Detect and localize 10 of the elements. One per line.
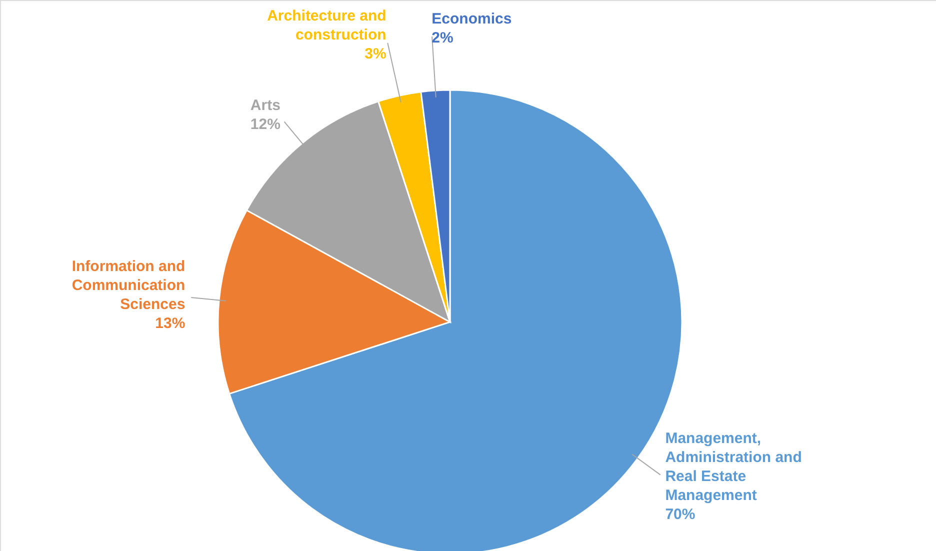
slice-label: Economics	[432, 10, 512, 28]
slice-label: Architecture and construction	[267, 8, 386, 44]
slice-label: Management, Administration and Real Estate Management	[665, 430, 802, 504]
slice-label: Arts	[250, 97, 280, 114]
data-label: 70%	[665, 506, 696, 523]
data-label: 3%	[364, 46, 386, 63]
data-label: 13%	[155, 314, 186, 332]
data-label: 2%	[432, 30, 454, 47]
data-label: 12%	[250, 116, 280, 134]
slice-label: Information and Communication Sciences	[72, 258, 186, 313]
